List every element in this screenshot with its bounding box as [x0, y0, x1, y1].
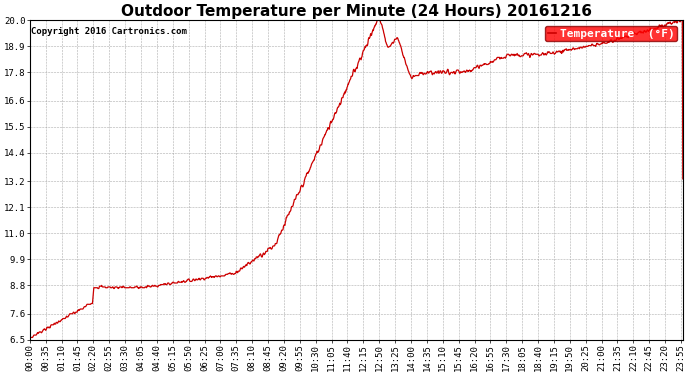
Title: Outdoor Temperature per Minute (24 Hours) 20161216: Outdoor Temperature per Minute (24 Hours… — [121, 4, 592, 19]
Text: Copyright 2016 Cartronics.com: Copyright 2016 Cartronics.com — [31, 27, 187, 36]
Legend: Temperature  (°F): Temperature (°F) — [544, 26, 678, 42]
